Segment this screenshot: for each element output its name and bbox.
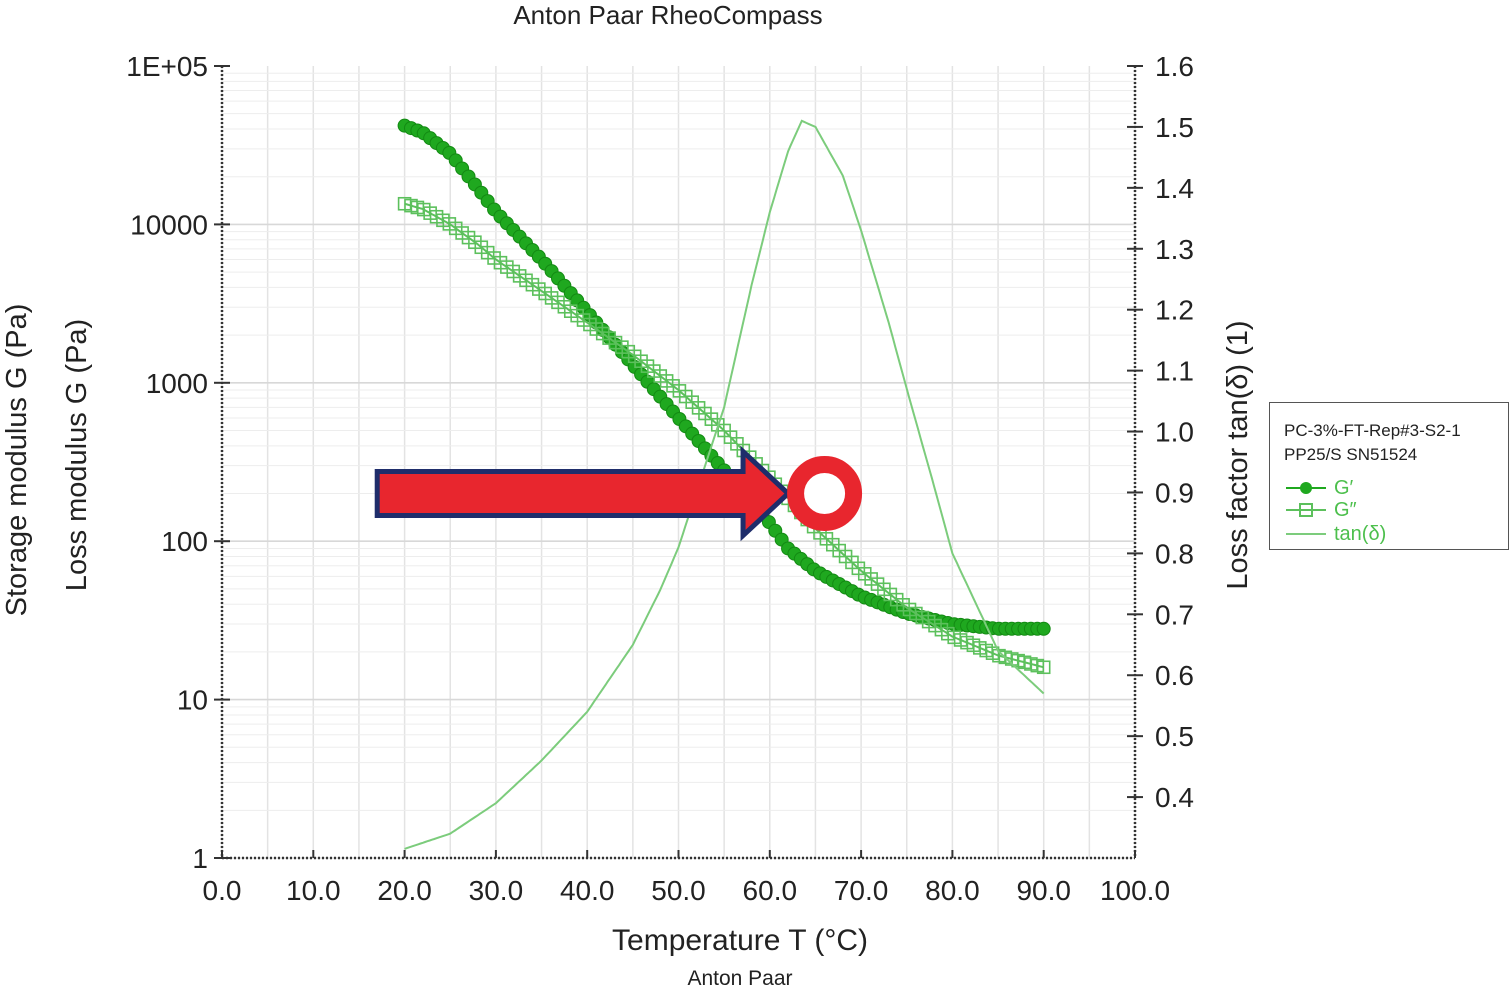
y-left-tick-label: 100 <box>161 526 208 557</box>
tick-labels: 0.0 10.0 20.0 30.0 40.0 50.0 60.0 70.0 80.0 90.0 1… <box>126 51 1194 906</box>
x-tick-label: 50.0 <box>651 875 706 906</box>
x-tick-label: 0.0 <box>203 875 242 906</box>
legend-entry-tan-delta: tan(δ) <box>1284 523 1494 545</box>
x-tick-label: 80.0 <box>925 875 980 906</box>
x-tick-label: 30.0 <box>469 875 524 906</box>
series-2 <box>404 119 1045 850</box>
y-right-tick-label: 0.6 <box>1155 660 1194 691</box>
x-tick-label: 70.0 <box>834 875 889 906</box>
y-left-tick-label: 1E+05 <box>126 51 208 82</box>
x-tick-label: 20.0 <box>377 875 432 906</box>
x-axis-label: Temperature T (°C) <box>612 924 868 957</box>
legend-entry-g-prime: G′ <box>1284 477 1494 499</box>
y-left-tick-label: 10 <box>177 685 208 716</box>
legend-marker-line-icon <box>1286 533 1326 535</box>
legend: PC-3%-FT-Rep#3-S2-1 PP25/S SN51524 G′ G″… <box>1269 402 1509 550</box>
x-tick-label: 90.0 <box>1016 875 1071 906</box>
y-right-tick-label: 0.8 <box>1155 538 1194 569</box>
g-prime-point <box>1036 621 1051 636</box>
legend-label-g-double-prime: G″ <box>1334 499 1357 521</box>
annotation-layer <box>374 445 863 542</box>
x-tick-label: 10.0 <box>286 875 341 906</box>
y-right-tick-label: 1.6 <box>1155 51 1194 82</box>
legend-header-geometry: PP25/S SN51524 <box>1284 445 1418 464</box>
y-right-tick-label: 0.4 <box>1155 782 1194 813</box>
tan-delta-line <box>404 119 1045 850</box>
y-axis-label-storage: Storage modulus G (Pa) <box>1 304 33 617</box>
y-right-tick-label: 1.1 <box>1155 356 1194 387</box>
y-right-tick-label: 0.7 <box>1155 599 1194 630</box>
chart-title: Anton Paar RheoCompass <box>513 0 822 30</box>
y-left-tick-label: 10000 <box>130 209 208 240</box>
g-double-prime-point <box>1036 660 1051 675</box>
footer-text: Anton Paar <box>687 967 792 990</box>
legend-label-g-prime: G′ <box>1334 477 1354 499</box>
x-tick-label: 40.0 <box>560 875 615 906</box>
legend-marker-open-square-icon <box>1286 503 1326 517</box>
y-axis-label-right: Loss factor tan(δ) (1) <box>1222 320 1254 589</box>
y-right-tick-label: 1.5 <box>1155 112 1194 143</box>
x-tick-label: 100.0 <box>1100 875 1170 906</box>
legend-marker-filled-circle-icon <box>1286 482 1326 494</box>
legend-header-sample: PC-3%-FT-Rep#3-S2-1 <box>1284 421 1461 440</box>
y-right-tick-label: 1.0 <box>1155 417 1194 448</box>
axes <box>214 65 1143 860</box>
y-left-tick-label: 1000 <box>146 368 208 399</box>
y-left-tick-label: 1 <box>192 843 208 874</box>
legend-label-tan-delta: tan(δ) <box>1334 523 1387 545</box>
red-arrow-annotation <box>374 445 792 542</box>
y-axis-label-loss: Loss modulus G (Pa) <box>61 319 93 591</box>
y-right-tick-label: 1.3 <box>1155 234 1194 265</box>
legend-entry-g-double-prime: G″ <box>1284 499 1494 521</box>
grid <box>221 66 1136 859</box>
y-right-tick-label: 0.5 <box>1155 721 1194 752</box>
y-right-tick-label: 1.4 <box>1155 173 1194 204</box>
x-tick-label: 60.0 <box>743 875 798 906</box>
y-right-tick-label: 1.2 <box>1155 295 1194 326</box>
red-circle-annotation <box>787 456 863 532</box>
y-right-tick-label: 0.9 <box>1155 477 1194 508</box>
